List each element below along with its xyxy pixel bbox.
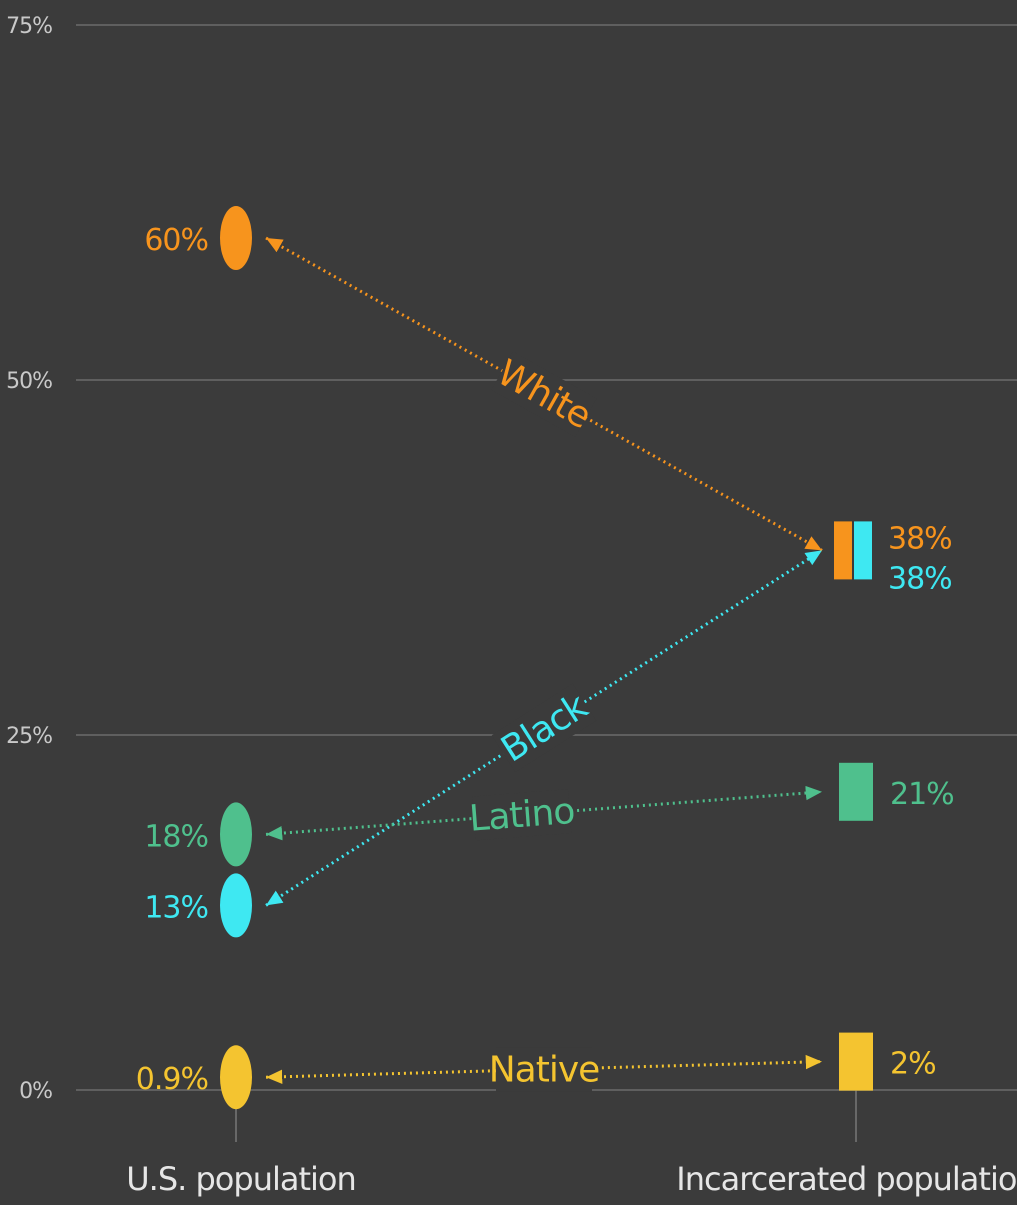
point-incarcerated-white [834, 521, 852, 580]
x-category-label: U.S. population [126, 1160, 356, 1198]
y-tick-label: 25% [6, 724, 52, 749]
point-us-native [220, 1045, 252, 1110]
series-label-bg [472, 789, 572, 841]
point-incarcerated-latino [839, 762, 873, 821]
series-label-white: White [490, 352, 597, 437]
x-axis-stems [235, 1090, 857, 1142]
point-incarcerated-black [854, 521, 872, 580]
gridlines [76, 24, 1017, 1091]
point-us-white [220, 206, 252, 270]
value-label-incarcerated-native: 2% [890, 1047, 936, 1082]
connectors [265, 236, 823, 1084]
connector-black [265, 549, 823, 907]
y-tick-label: 0% [19, 1079, 52, 1104]
series-label-bg [491, 683, 597, 773]
series-label-bg [496, 1047, 592, 1092]
point-incarcerated-native [839, 1032, 873, 1091]
value-label-incarcerated-latino: 21% [890, 777, 954, 812]
x-category-label: Incarcerated population [676, 1160, 1017, 1198]
series-label-bg [491, 351, 597, 437]
value-label-us-black: 13% [144, 890, 208, 925]
y-tick-label: 50% [6, 369, 52, 394]
value-label-incarcerated-black: 38% [888, 561, 952, 596]
connector-native [265, 1054, 823, 1084]
y-axis-ticks: 0% 25% 50% 75% [6, 14, 53, 1104]
value-label-us-native: 0.9% [136, 1062, 208, 1097]
point-us-black [220, 873, 252, 938]
series-label-native: Native [489, 1049, 600, 1090]
series-label-latino: Latino [468, 791, 576, 840]
y-tick-label: 75% [6, 14, 52, 39]
x-axis-categories: U.S. population Incarcerated population [126, 1160, 1017, 1198]
value-label-incarcerated-white: 38% [888, 521, 952, 556]
point-us-latino [220, 802, 252, 867]
marks [220, 206, 873, 1110]
value-label-us-white: 60% [144, 223, 208, 258]
value-label-us-latino: 18% [144, 819, 208, 854]
